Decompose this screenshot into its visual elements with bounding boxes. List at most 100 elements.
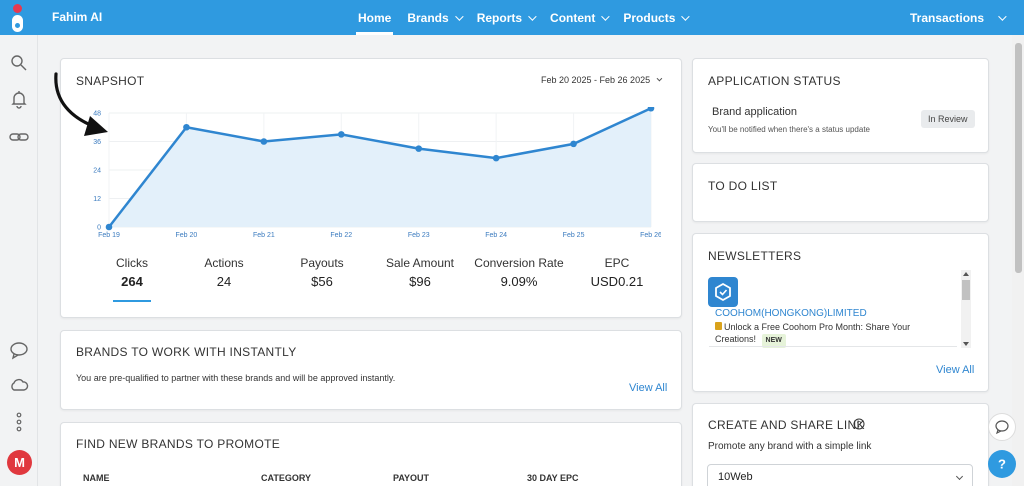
scrollbar-thumb[interactable] xyxy=(1015,43,1022,273)
newsletter-item-text[interactable]: Unlock a Free Coohom Pro Month: Share Yo… xyxy=(715,321,943,348)
snapshot-chart: 0 12 24 36 48 Feb 19 Feb 20 Feb 21 Feb 22 Feb 23 F… xyxy=(93,107,661,239)
chat-icon[interactable] xyxy=(9,340,29,360)
y-tick-label: 24 xyxy=(93,168,101,175)
metric-value: $56 xyxy=(311,274,333,289)
search-icon[interactable] xyxy=(9,53,29,73)
cloud-icon[interactable] xyxy=(9,375,29,395)
application-status-title: APPLICATION STATUS xyxy=(708,74,841,88)
application-item-title: Brand application xyxy=(712,106,798,118)
nav-content[interactable]: Content xyxy=(542,0,615,35)
avatar[interactable]: M xyxy=(7,450,32,475)
metric-label: Actions xyxy=(204,256,244,270)
x-tick-label: Feb 19 xyxy=(98,232,120,239)
x-tick-label: Feb 22 xyxy=(330,232,352,239)
brand-select-value: 10Web xyxy=(718,471,753,483)
more-vertical-icon[interactable] xyxy=(9,412,29,432)
column-header-epc[interactable]: 30 DAY EPC xyxy=(527,473,579,483)
column-header-payout[interactable]: PAYOUT xyxy=(393,473,430,483)
metric-label: Clicks xyxy=(116,256,148,270)
metric-conversion-rate[interactable]: Conversion Rate 9.09% xyxy=(464,256,574,289)
new-badge: NEW xyxy=(761,334,786,348)
chevron-down-icon xyxy=(998,11,1007,21)
lock-emoji-icon xyxy=(715,322,722,330)
todo-title: TO DO LIST xyxy=(708,179,778,193)
application-item-description: You'll be notified when there's a status… xyxy=(708,125,870,134)
column-header-name[interactable]: NAME xyxy=(83,473,110,483)
nav-home-label: Home xyxy=(358,10,392,25)
nav-brands[interactable]: Brands xyxy=(399,0,468,35)
svg-text:?: ? xyxy=(857,420,862,429)
newsletters-title: NEWSLETTERS xyxy=(708,249,802,263)
coohom-logo-icon[interactable] xyxy=(708,277,738,307)
metric-actions[interactable]: Actions 24 xyxy=(169,256,279,289)
sidebar: M xyxy=(0,35,38,486)
help-fab[interactable]: ? xyxy=(988,450,1016,478)
data-point xyxy=(260,138,268,145)
nav-content-label: Content xyxy=(550,10,596,25)
divider xyxy=(709,346,957,347)
column-header-category[interactable]: CATEGORY xyxy=(261,473,312,483)
bell-icon[interactable] xyxy=(9,89,29,109)
metric-sale-amount[interactable]: Sale Amount $96 xyxy=(365,256,475,289)
metric-value: $96 xyxy=(409,274,431,289)
data-point xyxy=(105,223,113,231)
metric-payouts[interactable]: Payouts $56 xyxy=(267,256,377,289)
y-tick-label: 12 xyxy=(93,196,101,203)
x-tick-label: Feb 21 xyxy=(253,232,275,239)
newsletters-card: NEWSLETTERS COOHOM(HONGKONG)LIMITED Unlo… xyxy=(692,233,989,392)
metric-clicks[interactable]: Clicks 264 xyxy=(77,256,187,289)
brand-select[interactable]: 10Web xyxy=(707,464,973,486)
brands-instant-view-all-link[interactable]: View All xyxy=(629,382,668,394)
annotation-arrow-icon xyxy=(54,72,108,136)
nav-reports[interactable]: Reports xyxy=(469,0,542,35)
help-circle-icon[interactable]: ? xyxy=(853,418,865,430)
chevron-down-icon xyxy=(528,11,537,21)
transactions-menu[interactable]: Transactions xyxy=(910,0,1007,35)
brands-instant-card: BRANDS TO WORK WITH INSTANTLY You are pr… xyxy=(60,330,682,410)
nav-products[interactable]: Products xyxy=(615,0,695,35)
metric-value: 264 xyxy=(121,274,143,289)
data-point xyxy=(647,107,655,112)
chevron-down-icon xyxy=(601,11,611,21)
brands-instant-title: BRANDS TO WORK WITH INSTANTLY xyxy=(76,345,297,359)
transactions-label: Transactions xyxy=(910,10,985,25)
avatar-initial: M xyxy=(14,455,25,470)
nav-products-label: Products xyxy=(623,10,676,25)
create-link-card: CREATE AND SHARE LINK ? Promote any bran… xyxy=(692,403,989,486)
metric-active-indicator xyxy=(113,300,151,302)
find-brands-card: FIND NEW BRANDS TO PROMOTE NAME CATEGORY… xyxy=(60,422,682,486)
brands-instant-description: You are pre-qualified to partner with th… xyxy=(76,373,396,383)
main-nav: Home Brands Reports Content Products xyxy=(350,0,695,35)
svg-text:?: ? xyxy=(998,457,1006,472)
find-brands-title: FIND NEW BRANDS TO PROMOTE xyxy=(76,437,281,451)
metric-epc[interactable]: EPC USD0.21 xyxy=(562,256,672,289)
data-point xyxy=(492,154,500,162)
create-link-description: Promote any brand with a simple link xyxy=(708,441,872,452)
newsletters-view-all-link[interactable]: View All xyxy=(936,364,975,376)
newsletter-brand-link[interactable]: COOHOM(HONGKONG)LIMITED xyxy=(715,308,867,319)
newsletter-scrollbar[interactable] xyxy=(961,270,971,348)
nav-brands-label: Brands xyxy=(407,10,449,25)
snapshot-card: SNAPSHOT Feb 20 2025 - Feb 26 2025 0 12 24… xyxy=(60,58,682,318)
nav-home[interactable]: Home xyxy=(350,0,399,35)
metric-label: EPC xyxy=(604,256,630,270)
y-tick-label: 0 xyxy=(97,225,101,232)
metric-value: USD0.21 xyxy=(590,274,644,289)
metric-label: Conversion Rate xyxy=(474,256,564,270)
data-point xyxy=(415,145,423,152)
newsletter-text: Unlock a Free Coohom Pro Month: Share Yo… xyxy=(715,322,911,344)
data-point xyxy=(183,123,190,131)
x-tick-label: Feb 26 xyxy=(640,232,661,239)
app-logo-icon[interactable] xyxy=(8,4,26,32)
chat-fab[interactable] xyxy=(988,413,1016,441)
metric-value: 9.09% xyxy=(500,274,538,289)
metric-value: 24 xyxy=(216,274,232,289)
page-scrollbar[interactable] xyxy=(1012,35,1024,486)
status-badge: In Review xyxy=(921,110,975,128)
series-line xyxy=(108,107,652,228)
link-icon[interactable] xyxy=(9,127,29,147)
date-range-picker[interactable]: Feb 20 2025 - Feb 26 2025 xyxy=(541,75,663,85)
chevron-down-icon xyxy=(454,11,464,21)
date-range-label: Feb 20 2025 - Feb 26 2025 xyxy=(541,75,651,85)
app-name: Fahim AI xyxy=(52,10,103,24)
